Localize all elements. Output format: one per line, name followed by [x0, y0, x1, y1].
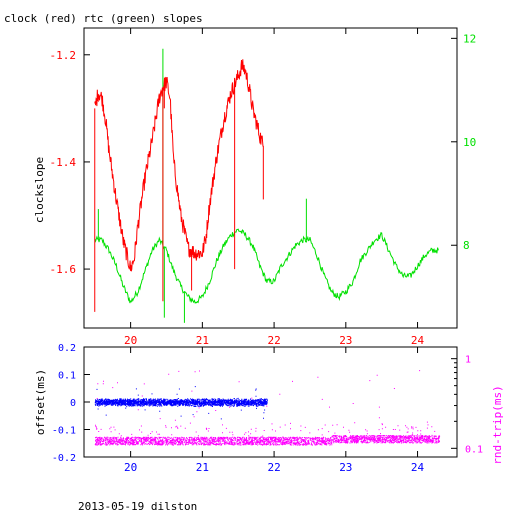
- slope-x-tick-label: 21: [196, 334, 209, 347]
- offset-y-ticks: 0.2 0.1 0 -0.1 -0.2: [52, 343, 90, 464]
- offset-x-tick-label: 22: [267, 461, 280, 474]
- slope-x-tick-label: 23: [339, 334, 352, 347]
- offset-y-tick-label: 0.2: [58, 343, 76, 354]
- slope-y2-tick-label: 12: [463, 32, 476, 45]
- slope-y2-ticks: 8 10 12: [451, 32, 476, 252]
- rtt-y2-tick-label: 1: [465, 355, 471, 366]
- rtc-slope-line: [94, 228, 439, 304]
- footer-label: 2013-05-19 dilston: [78, 500, 197, 512]
- rtt-scatter-points: [94, 370, 441, 446]
- slope-y-tick-label: -1.6: [50, 263, 77, 276]
- offset-panel: offset(ms) rnd-trip(ms) 20 21 22 23 24 0.20.…: [34, 343, 504, 474]
- slope-y-tick-label: -1.2: [50, 49, 77, 62]
- offset-series: [94, 370, 441, 446]
- slope-x-ticks: 20 21 22 23 24: [124, 28, 425, 347]
- slope-panel: clock (red) rtc (green) slopes clockslop…: [4, 12, 476, 347]
- offset-x-tick-label: 20: [124, 461, 137, 474]
- slope-plot-frame: [83, 27, 458, 329]
- slope-x-tick-label: 20: [124, 334, 137, 347]
- offset-x-tick-label: 23: [339, 461, 352, 474]
- slope-y-tick-label: -1.4: [50, 156, 77, 169]
- slope-x-tick-label: 22: [267, 334, 280, 347]
- offset-y-tick-label: -0.1: [52, 426, 76, 437]
- offset-x-tick-label: 24: [411, 461, 425, 474]
- offset-y-tick-label: 0: [70, 398, 76, 409]
- offset-y-tick-label: 0.1: [58, 371, 76, 382]
- rtt-y-axis-label: rnd-trip(ms): [491, 385, 504, 464]
- clock-slope-line: [94, 59, 264, 272]
- slope-x-tick-label: 24: [411, 334, 425, 347]
- slope-series: [94, 48, 439, 323]
- slope-chart-title: clock (red) rtc (green) slopes: [4, 12, 203, 25]
- slope-y-ticks: -1.2 -1.4 -1.6: [50, 49, 90, 276]
- offset-y-axis-label: offset(ms): [34, 369, 47, 435]
- slope-y-axis-label: clockslope: [33, 157, 46, 223]
- offset-x-ticks: 20 21 22 23 24: [124, 347, 425, 474]
- slope-y2-tick-label: 8: [463, 239, 470, 252]
- rtt-y2-tick-label: 0.1: [465, 444, 483, 455]
- slope-y2-tick-label: 10: [463, 136, 476, 149]
- rtt-y2-ticks: 10.1: [451, 355, 483, 455]
- offset-y-tick-label: -0.2: [52, 453, 76, 464]
- offset-x-tick-label: 21: [196, 461, 209, 474]
- offset-scatter-points: [94, 386, 268, 420]
